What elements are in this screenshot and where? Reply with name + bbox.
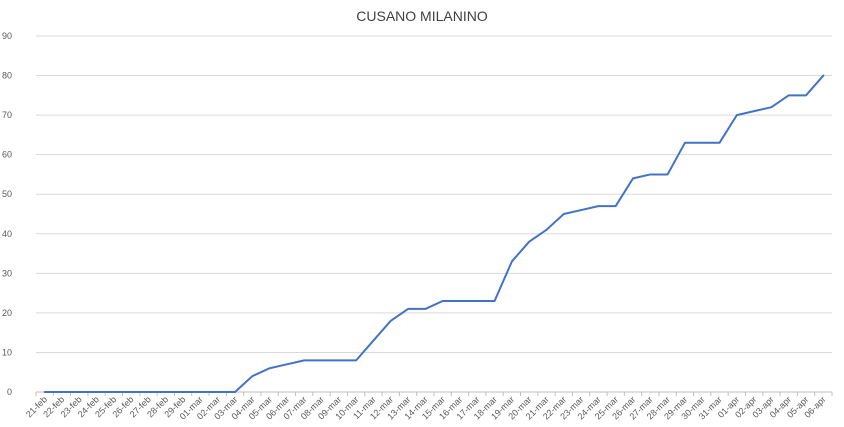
y-tick-label: 40 bbox=[2, 229, 12, 239]
series-layer bbox=[43, 74, 825, 393]
y-tick-label: 0 bbox=[7, 387, 12, 397]
y-tick-label: 70 bbox=[2, 110, 12, 120]
y-tick-label: 20 bbox=[2, 308, 12, 318]
y-tick-label: 30 bbox=[2, 268, 12, 278]
series-line bbox=[43, 74, 825, 393]
y-tick-label: 90 bbox=[2, 31, 12, 41]
y-tick-label: 80 bbox=[2, 71, 12, 81]
chart-title: CUSANO MILANINO bbox=[356, 8, 488, 24]
y-tick-label: 10 bbox=[2, 347, 12, 357]
x-axis: 21-feb22-feb23-feb24-feb25-feb26-feb27-f… bbox=[24, 391, 833, 422]
gridlines bbox=[36, 35, 832, 353]
y-tick-label: 50 bbox=[2, 189, 12, 199]
y-tick-label: 60 bbox=[2, 150, 12, 160]
y-axis: 0 10 20 30 40 50 60 70 80 90 bbox=[2, 31, 12, 397]
